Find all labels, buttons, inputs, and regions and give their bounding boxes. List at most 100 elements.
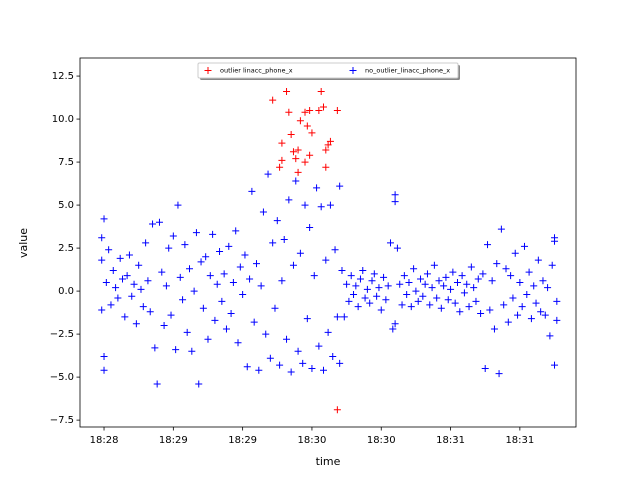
- data-point: [232, 227, 240, 235]
- data-point: [308, 129, 316, 137]
- data-point: [398, 301, 406, 309]
- data-point: [119, 275, 127, 283]
- data-point: [447, 285, 455, 293]
- data-point: [151, 344, 159, 352]
- data-point: [414, 297, 422, 305]
- data-point: [472, 297, 480, 305]
- data-point: [292, 155, 300, 163]
- y-tick-label: 5.0: [58, 200, 74, 211]
- data-point: [504, 318, 512, 326]
- data-point: [403, 291, 411, 299]
- data-point: [202, 253, 210, 261]
- data-point: [206, 272, 214, 280]
- data-point: [317, 88, 325, 96]
- data-point: [458, 272, 466, 280]
- data-point: [546, 332, 554, 340]
- data-point: [287, 131, 295, 139]
- data-point: [336, 359, 344, 367]
- data-point: [278, 156, 286, 164]
- data-point: [128, 292, 136, 300]
- data-point: [174, 201, 182, 209]
- data-point: [116, 254, 124, 262]
- legend-box: [197, 62, 459, 79]
- data-point: [523, 291, 531, 299]
- data-point: [541, 311, 549, 319]
- data-point: [551, 237, 559, 245]
- data-point: [248, 187, 256, 195]
- data-point: [477, 309, 485, 317]
- data-point: [149, 220, 157, 228]
- data-point: [484, 241, 492, 249]
- data-point: [421, 280, 429, 288]
- x-tick-label: 18:29: [159, 435, 188, 446]
- data-point: [155, 218, 163, 226]
- data-point: [287, 368, 295, 376]
- x-axis-label: time: [316, 455, 341, 468]
- data-point: [486, 306, 494, 314]
- data-point: [336, 182, 344, 190]
- data-point: [98, 256, 106, 264]
- data-point: [470, 284, 478, 292]
- data-point: [105, 246, 113, 254]
- y-tick-label: 12.5: [52, 71, 74, 82]
- data-point: [285, 196, 293, 204]
- data-point: [532, 299, 540, 307]
- data-point: [146, 308, 154, 316]
- data-point: [310, 272, 318, 280]
- data-point: [278, 139, 286, 147]
- data-point: [301, 108, 309, 116]
- data-point: [319, 366, 327, 374]
- data-point: [386, 239, 394, 247]
- data-point: [389, 325, 397, 333]
- data-point: [481, 365, 489, 373]
- data-point: [363, 285, 371, 293]
- data-point: [222, 325, 230, 333]
- data-point: [539, 277, 547, 285]
- data-point: [269, 96, 277, 104]
- data-point: [352, 282, 360, 290]
- data-point: [373, 292, 381, 300]
- data-point: [162, 282, 170, 290]
- data-point: [276, 163, 284, 171]
- data-point: [98, 234, 106, 242]
- x-tick-label: 18:31: [436, 435, 465, 446]
- data-point: [370, 270, 378, 278]
- data-point: [100, 215, 108, 223]
- data-point: [301, 158, 309, 166]
- data-point: [553, 316, 561, 324]
- data-point: [391, 191, 399, 199]
- data-point: [511, 249, 519, 257]
- data-point: [366, 299, 374, 307]
- data-point: [551, 361, 559, 369]
- data-point: [188, 347, 196, 355]
- data-point: [417, 275, 425, 283]
- x-tick-label: 18:28: [90, 435, 119, 446]
- data-point: [273, 217, 281, 225]
- data-point: [356, 275, 364, 283]
- data-point: [125, 251, 133, 259]
- legend-marker: [204, 67, 212, 74]
- data-point: [368, 277, 376, 285]
- data-point: [243, 363, 251, 371]
- data-point: [525, 268, 533, 276]
- data-point: [250, 318, 258, 326]
- data-point: [123, 272, 131, 280]
- data-point: [396, 280, 404, 288]
- data-point: [296, 249, 304, 257]
- data-point: [183, 328, 191, 336]
- data-point: [502, 265, 510, 273]
- data-point: [382, 296, 390, 304]
- data-point: [537, 308, 545, 316]
- data-point: [278, 277, 286, 285]
- data-point: [426, 301, 434, 309]
- data-point: [107, 301, 115, 309]
- data-point: [350, 291, 358, 299]
- x-tick-label: 18:29: [228, 435, 257, 446]
- data-point: [296, 117, 304, 125]
- data-point: [444, 296, 452, 304]
- data-point: [158, 268, 166, 276]
- data-point: [437, 304, 445, 312]
- data-point: [213, 280, 221, 288]
- data-point: [410, 265, 418, 273]
